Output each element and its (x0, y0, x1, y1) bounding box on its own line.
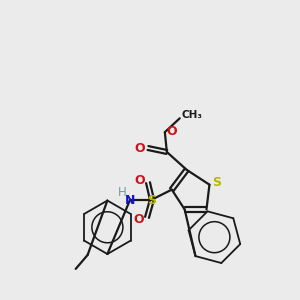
Text: O: O (167, 125, 178, 138)
Text: O: O (134, 142, 145, 154)
Text: H: H (118, 186, 127, 199)
Text: O: O (134, 213, 144, 226)
Text: N: N (125, 194, 135, 207)
Text: CH₃: CH₃ (182, 110, 203, 120)
Text: S: S (148, 194, 157, 207)
Text: O: O (134, 174, 145, 187)
Text: S: S (212, 176, 221, 189)
